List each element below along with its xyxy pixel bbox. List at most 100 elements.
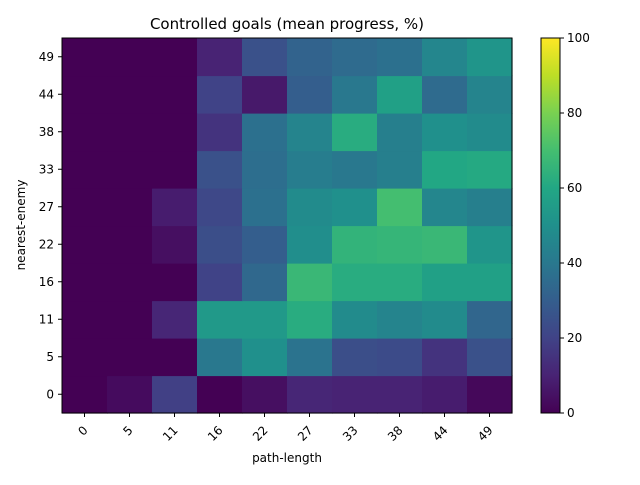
x-tick-label: 27 [295, 423, 316, 444]
heatmap-cell [197, 263, 243, 302]
y-tick-label: 5 [46, 350, 54, 364]
heatmap-cell [377, 188, 423, 227]
heatmap-cell [377, 225, 423, 264]
heatmap-cell [287, 113, 333, 152]
heatmap-cell [242, 338, 288, 377]
heatmap-cell [332, 338, 378, 377]
heatmap-cell [377, 300, 423, 339]
heatmap-cell [422, 225, 468, 264]
heatmap-cell [242, 375, 288, 414]
heatmap-cell [332, 113, 378, 152]
heatmap-cell [287, 338, 333, 377]
x-tick-label: 11 [160, 423, 181, 444]
heatmap-cell [152, 263, 198, 302]
heatmap-cell [107, 38, 153, 77]
y-axis-ticks: 0 5 11 16 22 27 33 38 44 49 [39, 50, 62, 401]
heatmap-cell [197, 75, 243, 114]
heatmap-cell [377, 113, 423, 152]
heatmap-cell [152, 300, 198, 339]
heatmap-cell [422, 338, 468, 377]
y-tick-label: 27 [39, 200, 54, 214]
heatmap-cell [197, 38, 243, 77]
heatmap-cell [332, 263, 378, 302]
chart-title: Controlled goals (mean progress, %) [150, 15, 424, 33]
heatmap-cell [467, 113, 513, 152]
heatmap-cell [62, 188, 108, 227]
heatmap-cell [62, 375, 108, 414]
heatmap-cell [152, 38, 198, 77]
heatmap-cell [422, 263, 468, 302]
heatmap-cell [242, 188, 288, 227]
heatmap-cell [197, 113, 243, 152]
heatmap-cell [242, 113, 288, 152]
plot-frame [61, 37, 513, 414]
y-axis-label: nearest-enemy [14, 180, 28, 271]
heatmap-cell [422, 75, 468, 114]
heatmap-cell [377, 150, 423, 189]
x-tick-label: 49 [475, 423, 496, 444]
heatmap-cell [152, 375, 198, 414]
heatmap-cell [197, 338, 243, 377]
x-tick-label: 38 [385, 423, 406, 444]
heatmap-cell [62, 113, 108, 152]
x-tick-label: 0 [75, 423, 90, 438]
heatmap-cell [242, 38, 288, 77]
heatmap-cell [107, 338, 153, 377]
heatmap-cell [332, 188, 378, 227]
heatmap-cell [377, 38, 423, 77]
heatmap-cell [197, 300, 243, 339]
heatmap-cell [467, 38, 513, 77]
heatmap-cell [332, 150, 378, 189]
heatmap-cell [62, 263, 108, 302]
heatmap-cell [107, 188, 153, 227]
heatmap-cell [467, 338, 513, 377]
x-tick-label: 44 [430, 423, 451, 444]
heatmap-cell [377, 75, 423, 114]
heatmap-cell [242, 225, 288, 264]
heatmap-cell [467, 300, 513, 339]
colorbar-tick-label: 100 [567, 31, 590, 45]
heatmap-cell [107, 225, 153, 264]
x-tick-label: 16 [205, 423, 226, 444]
heatmap-cell [107, 263, 153, 302]
heatmap-cell [107, 113, 153, 152]
heatmap-cell [197, 188, 243, 227]
y-tick-label: 33 [39, 162, 54, 176]
y-tick-label: 44 [39, 87, 54, 101]
heatmap-cell [332, 75, 378, 114]
heatmap-cell [287, 188, 333, 227]
heatmap-cell [62, 225, 108, 264]
colorbar-tick-label: 80 [567, 106, 582, 120]
x-tick-label: 33 [340, 423, 361, 444]
heatmap-cell [242, 75, 288, 114]
heatmap-cell [107, 300, 153, 339]
heatmap-cell [422, 113, 468, 152]
heatmap-cell [287, 300, 333, 339]
y-tick-label: 0 [46, 387, 54, 401]
heatmap-cell [467, 150, 513, 189]
heatmap-cell [152, 75, 198, 114]
colorbar-tick-label: 40 [567, 256, 582, 270]
heatmap-cell [62, 150, 108, 189]
heatmap-cell [422, 38, 468, 77]
heatmap-cell [467, 75, 513, 114]
heatmap-cell [197, 225, 243, 264]
y-tick-label: 16 [39, 275, 54, 289]
y-tick-label: 11 [39, 312, 54, 326]
heatmap-cell [332, 38, 378, 77]
heatmap-cell [107, 375, 153, 414]
x-axis-label: path-length [252, 451, 322, 465]
heatmap-cell [377, 263, 423, 302]
heatmap-cell [287, 150, 333, 189]
heatmap-cell [287, 263, 333, 302]
y-tick-label: 22 [39, 237, 54, 251]
heatmap-cell [422, 375, 468, 414]
heatmap-cell [152, 225, 198, 264]
heatmap-cell [152, 150, 198, 189]
heatmap-cell [242, 150, 288, 189]
colorbar-tick-label: 60 [567, 181, 582, 195]
x-tick-label: 22 [250, 423, 271, 444]
heatmap-cell [62, 300, 108, 339]
